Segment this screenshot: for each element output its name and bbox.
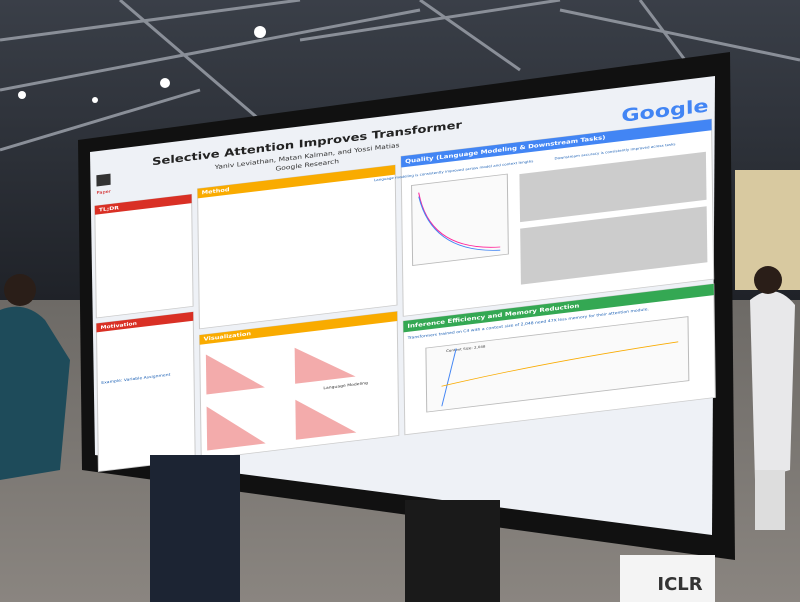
motivation-header bbox=[96, 311, 194, 333]
efficiency-plot bbox=[425, 316, 690, 413]
visualization-header bbox=[199, 311, 398, 345]
banner bbox=[620, 555, 715, 602]
lm-plot bbox=[411, 173, 509, 266]
qr-code bbox=[96, 173, 111, 187]
efficiency-header bbox=[403, 283, 714, 333]
memory-curve bbox=[441, 341, 679, 387]
method-header bbox=[197, 165, 396, 199]
lm-curve bbox=[418, 192, 501, 248]
lm-curve bbox=[418, 196, 501, 251]
lights bbox=[18, 26, 266, 103]
result-tables bbox=[519, 151, 708, 285]
lm-panel-label: Language Modeling bbox=[323, 380, 368, 390]
motivation-title: Motivation bbox=[100, 321, 137, 331]
trusses bbox=[0, 0, 800, 152]
motivation-box bbox=[95, 311, 196, 472]
banner-text: ICLR bbox=[657, 574, 702, 595]
heatmaps bbox=[205, 347, 357, 451]
method-title: Method bbox=[202, 187, 230, 196]
paper-label: Paper bbox=[97, 189, 111, 196]
tldr-header bbox=[94, 194, 192, 215]
quality-header bbox=[401, 119, 712, 168]
visualization-title: Visualization bbox=[204, 331, 252, 343]
context-label: Context Size: 2,048 bbox=[446, 345, 486, 353]
tldr-title: TL;DR bbox=[99, 206, 120, 214]
people bbox=[0, 266, 795, 602]
memory-curve bbox=[441, 348, 457, 407]
